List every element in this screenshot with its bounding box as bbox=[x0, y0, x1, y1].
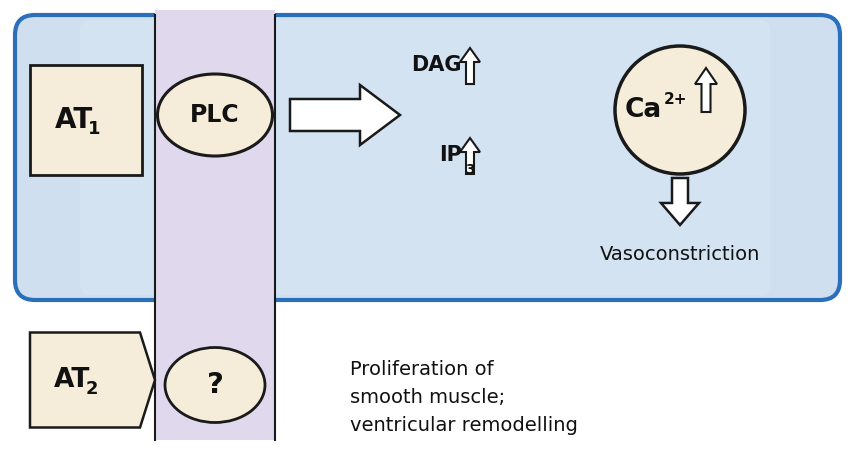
Text: 2+: 2+ bbox=[664, 93, 687, 108]
Bar bbox=[155, 10, 275, 440]
Text: 3: 3 bbox=[465, 163, 475, 177]
Text: IP: IP bbox=[439, 145, 462, 165]
Text: DAG: DAG bbox=[411, 55, 462, 75]
Ellipse shape bbox=[615, 46, 745, 174]
Text: PLC: PLC bbox=[190, 103, 239, 127]
FancyBboxPatch shape bbox=[80, 20, 770, 295]
Text: 2: 2 bbox=[86, 380, 98, 398]
Polygon shape bbox=[460, 48, 480, 84]
Text: Ca: Ca bbox=[625, 97, 662, 123]
Polygon shape bbox=[695, 68, 717, 112]
Text: Proliferation of
smooth muscle;
ventricular remodelling: Proliferation of smooth muscle; ventricu… bbox=[350, 360, 578, 435]
Text: 1: 1 bbox=[88, 120, 101, 138]
FancyBboxPatch shape bbox=[15, 15, 840, 300]
Polygon shape bbox=[30, 332, 155, 428]
Text: Vasoconstriction: Vasoconstriction bbox=[600, 246, 760, 265]
Ellipse shape bbox=[165, 347, 265, 423]
Polygon shape bbox=[661, 178, 699, 225]
Polygon shape bbox=[460, 138, 480, 174]
Ellipse shape bbox=[157, 74, 273, 156]
Text: AT: AT bbox=[55, 106, 93, 134]
Polygon shape bbox=[290, 85, 400, 145]
FancyBboxPatch shape bbox=[30, 65, 142, 175]
Text: AT: AT bbox=[54, 367, 90, 393]
Text: ?: ? bbox=[207, 371, 223, 399]
